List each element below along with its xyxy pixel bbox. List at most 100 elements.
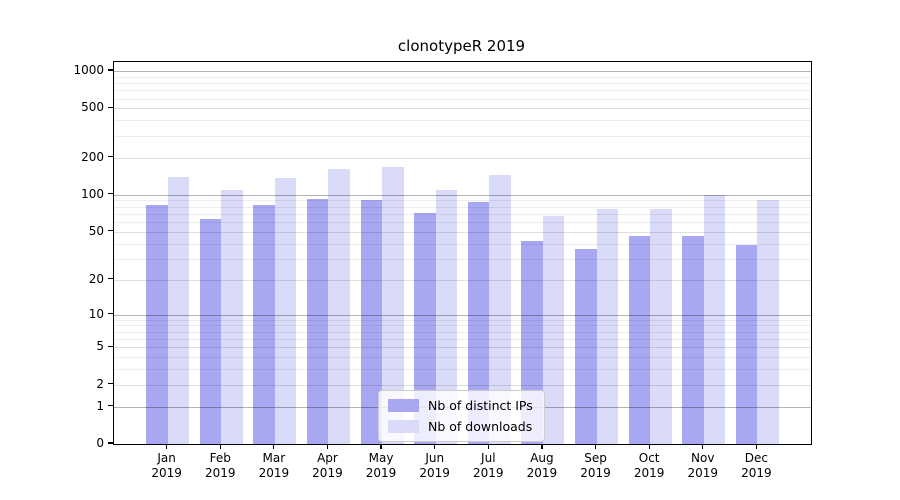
gridline-60 (114, 222, 811, 224)
x-tick-label-sep: Sep 2019 (580, 451, 611, 480)
gridline-5 (114, 347, 811, 349)
plot-area: Nb of distinct IPs Nb of downloads (113, 61, 812, 445)
bar-downloads-dec (757, 199, 779, 444)
gridline-8 (114, 325, 811, 327)
legend-item-downloads: Nb of downloads (388, 419, 533, 434)
gridline-20 (114, 279, 811, 281)
bar-distinct-ips-jun (414, 213, 436, 444)
y-tick-label-100: 100 (81, 186, 104, 201)
x-tick-feb (219, 444, 221, 449)
x-tick-label-jul: Jul 2019 (473, 451, 504, 480)
gridline-400 (114, 120, 811, 122)
x-tick-nov (702, 444, 704, 449)
y-tick-2 (108, 383, 113, 385)
bar-distinct-ips-sep (575, 249, 597, 444)
gridline-600 (114, 98, 811, 100)
y-tick-10 (108, 312, 113, 315)
bar-distinct-ips-jul (467, 201, 490, 444)
gridline-30 (114, 258, 811, 260)
gridline-50 (114, 231, 811, 233)
x-tick-jul (487, 444, 489, 449)
y-tick-label-20: 20 (88, 271, 104, 286)
bar-downloads-jun (435, 189, 458, 444)
bar-downloads-feb (221, 189, 243, 444)
y-tick-200 (108, 156, 113, 158)
x-tick-mar (273, 444, 275, 449)
bar-distinct-ips-dec (735, 244, 758, 444)
x-tick-label-apr: Apr 2019 (312, 451, 343, 480)
gridline-4 (114, 357, 811, 359)
x-tick-sep (594, 444, 597, 449)
bar-downloads-mar (274, 178, 297, 444)
gridline-90 (114, 200, 811, 202)
x-tick-oct (648, 444, 650, 449)
x-tick-label-nov: Nov 2019 (687, 451, 719, 480)
bar-downloads-sep (596, 209, 619, 444)
bar-downloads-jan (167, 177, 190, 444)
y-tick-label-5: 5 (96, 339, 104, 354)
bar-downloads-aug (542, 216, 565, 444)
legend-label-downloads: Nb of downloads (428, 419, 533, 434)
y-tick-100 (108, 193, 113, 195)
gridline-700 (114, 90, 811, 92)
bar-distinct-ips-feb (199, 219, 222, 444)
legend-item-distinct-ips: Nb of distinct IPs (388, 398, 533, 413)
gridline-200 (114, 157, 811, 159)
bar-downloads-nov (703, 194, 726, 444)
y-tick-50 (108, 230, 113, 232)
x-tick-label-dec: Dec 2019 (741, 451, 772, 480)
y-tick-label-50: 50 (88, 223, 104, 238)
y-tick-label-500: 500 (81, 100, 104, 115)
gridline-10 (114, 314, 811, 316)
bar-distinct-ips-apr (306, 198, 329, 444)
bar-distinct-ips-jan (146, 205, 168, 444)
y-tick-0 (108, 442, 113, 444)
gridline-300 (114, 135, 811, 137)
x-tick-label-mar: Mar 2019 (258, 451, 290, 480)
gridline-1000 (114, 71, 811, 72)
bar-downloads-oct (650, 208, 672, 444)
x-tick-may (380, 444, 382, 449)
y-tick-5 (108, 345, 113, 347)
x-tick-dec (755, 444, 757, 449)
x-tick-jun (434, 444, 436, 449)
x-tick-jan (166, 444, 168, 449)
y-tick-label-2: 2 (96, 376, 104, 391)
x-tick-label-may: May 2019 (365, 451, 397, 480)
gridline-500 (114, 108, 811, 110)
bar-distinct-ips-may (360, 200, 383, 444)
legend-swatch-distinct-ips (388, 399, 419, 412)
x-tick-apr (326, 444, 329, 449)
y-tick-1000 (108, 69, 113, 71)
bar-distinct-ips-nov (682, 236, 704, 444)
bar-downloads-may (382, 167, 404, 444)
gridline-100 (114, 194, 811, 196)
bar-distinct-ips-mar (253, 205, 275, 444)
x-tick-label-jan: Jan 2019 (151, 451, 182, 480)
x-tick-label-jun: Jun 2019 (419, 451, 450, 480)
bar-downloads-jul (489, 175, 511, 444)
y-tick-label-1: 1 (96, 398, 104, 413)
gridline-900 (114, 76, 811, 78)
gridline-80 (114, 206, 811, 208)
bar-downloads-apr (328, 169, 350, 444)
bars-layer (114, 62, 811, 444)
legend-swatch-downloads (388, 420, 419, 433)
chart-title: clonotypeR 2019 (397, 37, 526, 55)
gridline-800 (114, 83, 811, 85)
gridline-40 (114, 243, 811, 245)
gridline-6 (114, 338, 811, 340)
x-tick-aug (541, 444, 543, 449)
x-tick-label-aug: Aug 2019 (526, 451, 558, 480)
legend-label-distinct-ips: Nb of distinct IPs (428, 398, 533, 413)
x-tick-label-oct: Oct 2019 (633, 451, 665, 480)
y-tick-label-200: 200 (81, 149, 104, 164)
y-tick-label-1000: 1000 (73, 63, 104, 77)
legend: Nb of distinct IPs Nb of downloads (378, 390, 545, 442)
y-tick-label-10: 10 (88, 306, 104, 321)
gridline-3 (114, 369, 811, 371)
y-tick-20 (108, 278, 113, 280)
